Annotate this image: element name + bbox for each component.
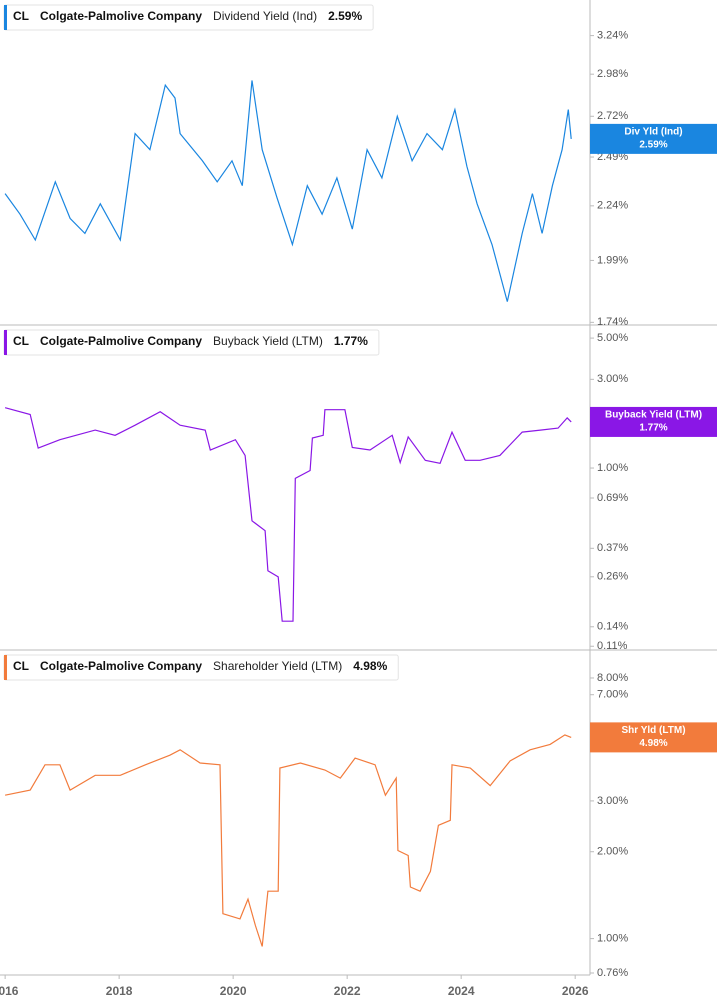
- y-tick-label: 0.76%: [597, 967, 628, 979]
- y-tick-label: 3.00%: [597, 795, 628, 807]
- y-tick-label: 2.49%: [597, 151, 628, 163]
- y-tick-label: 0.26%: [597, 571, 628, 583]
- legend-text: CL: [13, 659, 29, 673]
- x-tick-label: 2018: [106, 984, 133, 998]
- y-tick-label: 0.14%: [597, 621, 628, 633]
- y-tick-label: 5.00%: [597, 332, 628, 344]
- series-line: [4, 407, 572, 622]
- value-tag-value: 4.98%: [639, 738, 667, 749]
- y-tick-label: 1.99%: [597, 254, 628, 266]
- x-tick-label: 2020: [220, 984, 247, 998]
- legend-swatch: [4, 655, 7, 680]
- legend-text: Buyback Yield (LTM): [213, 334, 323, 348]
- value-tag: [590, 722, 717, 753]
- y-tick-label: 8.00%: [597, 672, 628, 684]
- legend-text: Colgate-Palmolive Company: [40, 659, 202, 673]
- value-tag: [590, 123, 717, 154]
- y-tick-label: 3.00%: [597, 373, 628, 385]
- y-tick-label: 2.72%: [597, 110, 628, 122]
- value-tag: [590, 406, 717, 437]
- y-tick-label: 0.69%: [597, 492, 628, 504]
- y-tick-label: 0.37%: [597, 542, 628, 554]
- legend-text: Shareholder Yield (LTM): [213, 659, 342, 673]
- legend-text: 4.98%: [353, 659, 387, 673]
- y-tick-label: 7.00%: [597, 689, 628, 701]
- legend-text: CL: [13, 9, 29, 23]
- legend-swatch: [4, 330, 7, 355]
- y-tick-label: 0.11%: [597, 640, 628, 652]
- x-tick-label: 2016: [0, 984, 19, 998]
- x-tick-label: 2022: [334, 984, 361, 998]
- y-tick-label: 2.00%: [597, 846, 628, 858]
- value-tag-label: Buyback Yield (LTM): [605, 410, 702, 421]
- legend-swatch: [4, 5, 7, 30]
- legend-text: Dividend Yield (Ind): [213, 9, 317, 23]
- y-tick-label: 1.00%: [597, 462, 628, 474]
- value-tag-value: 2.59%: [639, 140, 667, 151]
- legend-text: CL: [13, 334, 29, 348]
- series-line: [4, 80, 572, 302]
- x-tick-label: 2026: [562, 984, 589, 998]
- value-tag-label: Div Yld (Ind): [624, 127, 682, 138]
- y-tick-label: 3.24%: [597, 30, 628, 42]
- legend-text: Colgate-Palmolive Company: [40, 9, 202, 23]
- y-tick-label: 2.98%: [597, 68, 628, 80]
- y-tick-label: 1.74%: [597, 316, 628, 328]
- value-tag-label: Shr Yld (LTM): [621, 725, 685, 736]
- legend-text: Colgate-Palmolive Company: [40, 334, 202, 348]
- y-tick-label: 2.24%: [597, 200, 628, 212]
- legend-text: 1.77%: [334, 334, 368, 348]
- value-tag-value: 1.77%: [639, 423, 667, 434]
- y-tick-label: 1.00%: [597, 933, 628, 945]
- series-line: [4, 734, 572, 947]
- legend-text: 2.59%: [328, 9, 362, 23]
- x-tick-label: 2024: [448, 984, 475, 998]
